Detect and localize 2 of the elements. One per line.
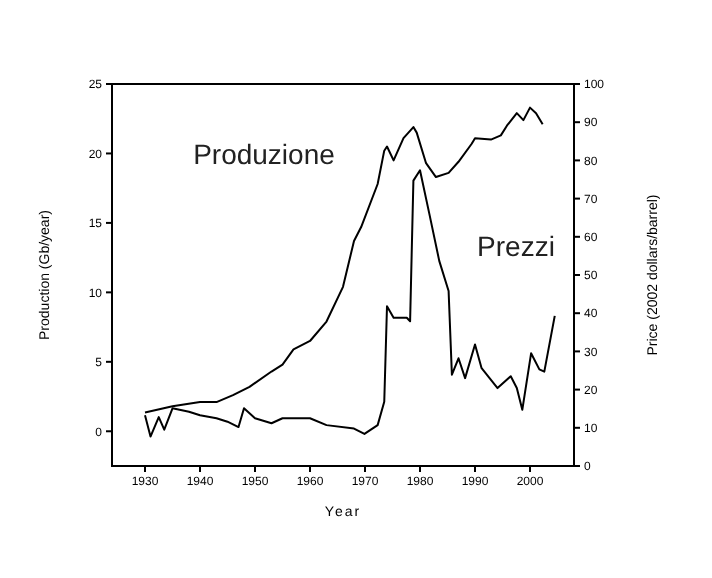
series-label: Produzione — [193, 138, 336, 170]
series-label: Prezzi — [477, 230, 555, 262]
